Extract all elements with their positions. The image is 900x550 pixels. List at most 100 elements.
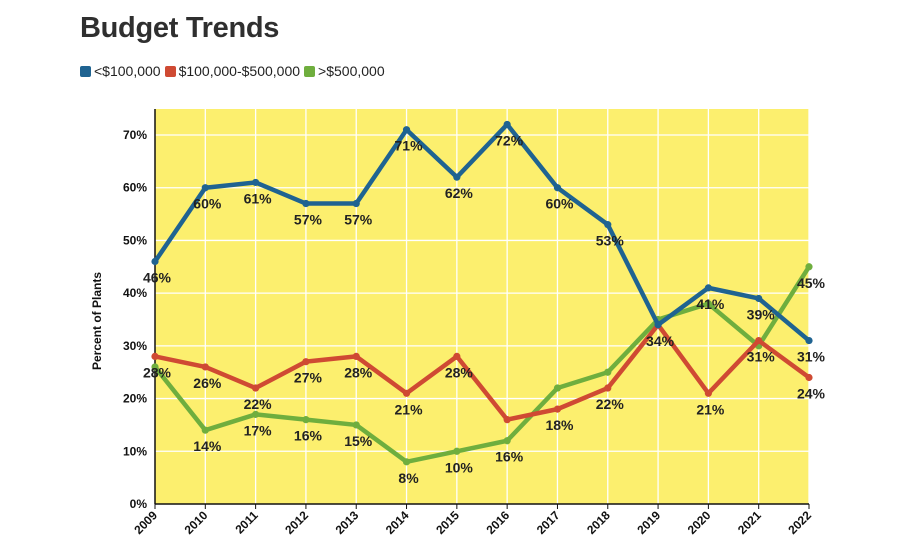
series-2-data-label: 22% <box>244 396 273 412</box>
x-tick-label: 2010 <box>182 508 211 537</box>
series-2-data-label: 21% <box>696 401 725 417</box>
series-1-point[interactable] <box>352 199 360 208</box>
series-1-data-label: 57% <box>344 212 373 228</box>
x-tick-label: 2016 <box>483 508 512 537</box>
x-tick-label: 2009 <box>131 508 160 537</box>
series-3-point[interactable] <box>352 421 360 429</box>
series-1-data-label: 39% <box>747 306 776 322</box>
series-1-data-label: 53% <box>596 233 625 249</box>
y-tick-label: 0% <box>130 497 148 511</box>
x-tick-label: 2019 <box>634 508 663 537</box>
legend-swatch-series-3 <box>304 65 316 77</box>
series-2-point[interactable] <box>151 352 159 360</box>
series-3-data-label: 15% <box>344 433 373 449</box>
series-3-data-label: 16% <box>495 449 524 465</box>
series-1-point[interactable] <box>201 184 209 192</box>
series-1-data-label: 62% <box>445 185 474 201</box>
x-tick-label: 2013 <box>333 508 362 537</box>
x-tick-label: 2018 <box>584 508 613 537</box>
series-1-point[interactable] <box>503 120 511 129</box>
series-2-point[interactable] <box>402 389 411 397</box>
series-2-data-label: 26% <box>193 375 222 391</box>
legend-item-series-3[interactable]: >$500,000 <box>304 63 385 79</box>
series-1-data-label: 41% <box>696 296 725 312</box>
series-3-point[interactable] <box>604 368 612 376</box>
series-3-data-label: 8% <box>398 470 419 486</box>
series-1-point[interactable] <box>252 178 260 187</box>
series-1-point[interactable] <box>151 257 159 266</box>
series-1-point[interactable] <box>805 336 813 345</box>
series-2-point[interactable] <box>604 384 612 392</box>
x-tick-label: 2022 <box>785 508 814 537</box>
series-2-point[interactable] <box>453 352 461 360</box>
series-2-data-label: 31% <box>747 349 776 365</box>
series-2-point[interactable] <box>805 373 813 382</box>
series-1-point[interactable] <box>755 294 763 303</box>
series-3-point[interactable] <box>553 384 562 392</box>
x-tick-label: 2017 <box>534 508 563 537</box>
series-1-data-label: 57% <box>294 212 323 228</box>
series-1-point[interactable] <box>604 221 612 229</box>
series-1-data-label: 72% <box>495 132 524 148</box>
y-tick-label: 60% <box>123 181 147 195</box>
series-1-data-label: 31% <box>797 349 826 365</box>
series-1-point[interactable] <box>553 184 562 192</box>
series-3-point[interactable] <box>402 458 411 466</box>
series-3-point[interactable] <box>503 437 511 445</box>
y-tick-label: 20% <box>123 392 147 406</box>
legend-label-series-1: <$100,000 <box>94 63 161 79</box>
series-1-data-label: 60% <box>193 196 222 212</box>
series-1-point[interactable] <box>453 173 461 181</box>
series-3-data-label: 17% <box>244 422 273 438</box>
series-3-point[interactable] <box>805 263 813 271</box>
series-1-data-label: 46% <box>143 270 172 286</box>
series-2-point[interactable] <box>553 405 562 413</box>
series-2-point[interactable] <box>302 358 310 366</box>
series-line-3 <box>152 264 812 465</box>
series-3-point[interactable] <box>704 300 712 308</box>
y-tick-label: 50% <box>123 233 147 247</box>
series-2-point[interactable] <box>503 416 511 424</box>
legend-label-series-2: $100,000-$500,000 <box>178 63 301 79</box>
series-2-data-label: 28% <box>143 364 172 380</box>
legend-swatch-series-1 <box>80 65 91 77</box>
y-tick-label: 30% <box>123 339 147 353</box>
series-2-point[interactable] <box>755 336 763 345</box>
series-1-data-label: 71% <box>395 138 424 154</box>
x-tick-label: 2014 <box>383 508 412 537</box>
series-1-data-label: 61% <box>244 190 273 206</box>
series-2-data-label: 22% <box>596 396 625 412</box>
series-1-point[interactable] <box>704 284 712 292</box>
legend-label-series-3: >$500,000 <box>318 63 385 79</box>
legend-swatch-series-2 <box>164 65 176 77</box>
series-3-point[interactable] <box>151 363 159 371</box>
series-3-point[interactable] <box>302 416 310 424</box>
legend-item-series-2[interactable]: $100,000-$500,000 <box>164 63 301 79</box>
legend: <$100,000 $100,000-$500,000 >$500,000 <box>80 63 389 79</box>
series-3-data-label: 16% <box>294 428 323 444</box>
series-2-point[interactable] <box>352 352 360 360</box>
series-2-point[interactable] <box>704 389 712 397</box>
series-3-data-label: 45% <box>797 275 826 291</box>
series-3-point[interactable] <box>252 410 260 418</box>
series-2-data-label: 18% <box>545 417 574 433</box>
x-tick-label: 2015 <box>433 508 462 537</box>
legend-item-series-1[interactable]: <$100,000 <box>80 63 161 79</box>
series-3-point[interactable] <box>201 426 209 434</box>
series-1-data-label: 60% <box>545 196 574 212</box>
series-2-data-label: 27% <box>294 370 323 386</box>
series-1-point[interactable] <box>302 199 310 208</box>
y-axis-label: Percent of Plants <box>90 272 104 370</box>
series-3-data-label: 10% <box>445 459 474 475</box>
series-2-point[interactable] <box>252 384 260 392</box>
series-3-point[interactable] <box>453 447 461 455</box>
x-tick-label: 2012 <box>282 508 311 537</box>
series-1-point[interactable] <box>654 321 662 329</box>
series-1-point[interactable] <box>402 126 411 134</box>
series-2-point[interactable] <box>201 363 209 371</box>
series-2-data-label: 24% <box>797 385 826 401</box>
x-tick-label: 2011 <box>232 508 261 537</box>
series-2-data-label: 21% <box>395 401 424 417</box>
y-tick-label: 10% <box>123 444 147 458</box>
